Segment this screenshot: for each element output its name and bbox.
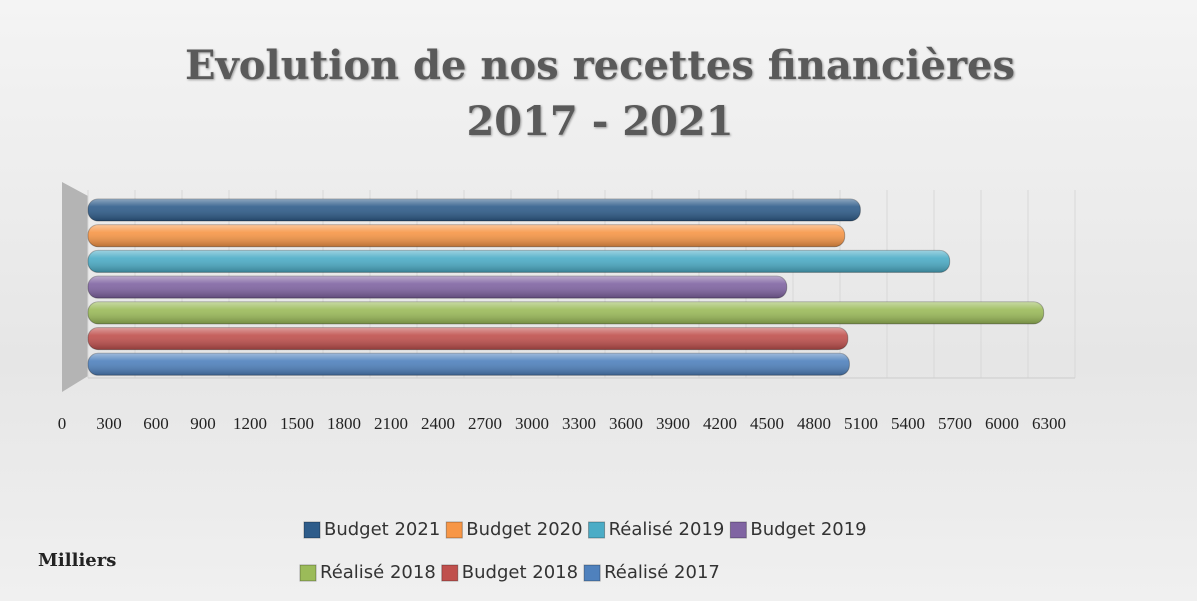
x-tick-label: 4500 [750,414,784,433]
x-tick-label: 3900 [656,414,690,433]
legend-label: Réalisé 2018 [320,562,436,583]
chart-title: Evolution de nos recettes financières 20… [185,42,1015,145]
x-tick-label: 2700 [468,414,502,433]
side-wall [62,182,88,392]
x-tick-label: 2100 [374,414,408,433]
bar-shine [88,224,845,247]
legend-swatch [303,521,321,539]
x-tick-label: 300 [96,414,122,433]
x-tick-label: 6000 [985,414,1019,433]
legend-swatch [583,564,601,582]
legend-label: Budget 2021 [324,519,440,540]
x-tick-label: 600 [143,414,169,433]
x-tick-label: 1500 [280,414,314,433]
x-tick-label: 3600 [609,414,643,433]
x-tick-label: 6300 [1032,414,1066,433]
bar-shine [88,276,787,299]
bar-shine [88,250,950,273]
x-tick-label: 0 [58,414,67,433]
x-tick-label: 5700 [938,414,972,433]
legend-label: Réalisé 2017 [604,562,720,583]
x-tick-label: 1800 [327,414,361,433]
legend-swatch [729,521,747,539]
x-tick-label: 1200 [233,414,267,433]
legend-swatch [588,521,606,539]
bar-shine [88,353,850,376]
bar-shine [88,199,861,221]
x-tick-label: 3000 [515,414,549,433]
bar-shine [88,301,1044,324]
axis-label: Milliers [38,550,116,571]
legend-label: Budget 2020 [466,519,582,540]
legend-swatch [445,521,463,539]
x-tick-label: 4200 [703,414,737,433]
x-tick-label: 5400 [891,414,925,433]
legend-label: Réalisé 2019 [609,519,725,540]
bar-shine [88,327,848,350]
x-tick-label: 3300 [562,414,596,433]
legend-label: Budget 2018 [462,562,578,583]
legend-label: Budget 2019 [750,519,866,540]
x-tick-label: 4800 [797,414,831,433]
x-tick-label: 900 [190,414,216,433]
legend-swatch [299,564,317,582]
legend-swatch [441,564,459,582]
x-tick-label: 2400 [421,414,455,433]
x-tick-label: 5100 [844,414,878,433]
